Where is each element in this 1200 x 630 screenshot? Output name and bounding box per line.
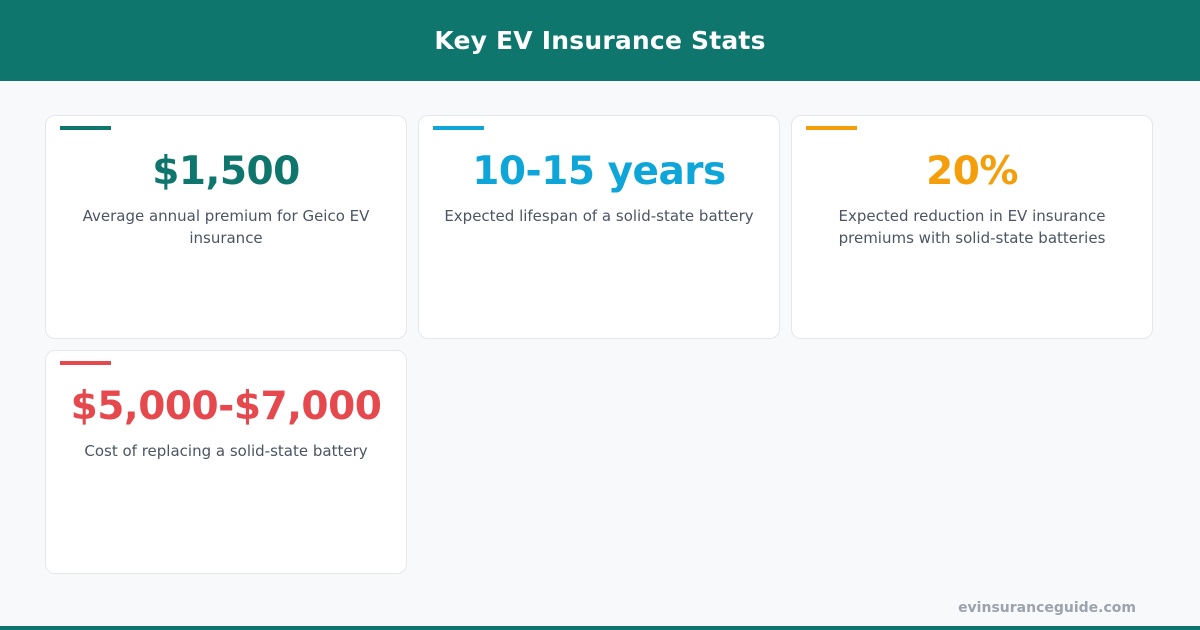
card-accent-bar (60, 361, 111, 365)
stat-value: $5,000-$7,000 (70, 384, 382, 429)
stat-value: 20% (926, 149, 1018, 194)
stat-value: $1,500 (152, 149, 300, 194)
stat-description: Average annual premium for Geico EV insu… (82, 207, 370, 247)
header-banner: Key EV Insurance Stats (0, 0, 1200, 81)
stat-card-replacement-cost: $5,000-$7,000 Cost of replacing a solid-… (45, 350, 407, 574)
stat-description: Cost of replacing a solid-state battery (84, 442, 368, 460)
page-title: Key EV Insurance Stats (434, 26, 766, 55)
stat-card-premium: $1,500 Average annual premium for Geico … (45, 115, 407, 339)
stat-card-reduction: 20% Expected reduction in EV insurance p… (791, 115, 1153, 339)
bottom-border (0, 626, 1200, 630)
site-url: evinsuranceguide.com (958, 600, 1136, 616)
card-accent-bar (806, 126, 857, 130)
stat-description: Expected lifespan of a solid-state batte… (444, 207, 754, 225)
stat-description: Expected reduction in EV insurance premi… (838, 207, 1106, 247)
stat-value: 10-15 years (472, 149, 726, 194)
card-accent-bar (60, 126, 111, 130)
stat-card-lifespan: 10-15 years Expected lifespan of a solid… (418, 115, 780, 339)
card-accent-bar (433, 126, 484, 130)
